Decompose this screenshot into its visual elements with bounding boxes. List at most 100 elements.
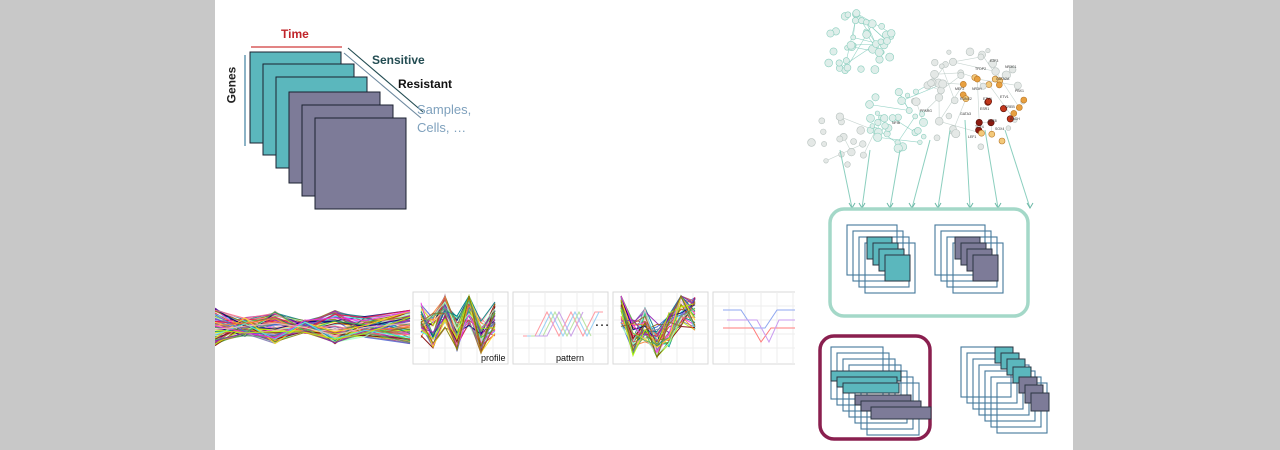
network-edge [952, 56, 981, 63]
gene-network: E2F3 TFDP2 GATA2A NR3C1 RUNX2 PPARG NR3H GATA3 E… [807, 9, 1034, 209]
network-node [996, 81, 1003, 89]
network-node [835, 112, 845, 121]
network-edge [938, 84, 964, 122]
profile-line [620, 295, 696, 343]
network-node [835, 59, 843, 67]
profile-line [215, 310, 411, 345]
network-node [844, 11, 852, 18]
pattern-panel-2 [712, 291, 795, 365]
network-node [985, 81, 993, 88]
network-node [871, 93, 880, 102]
network-node [862, 30, 871, 39]
network-node [946, 49, 952, 55]
pattern-line [535, 310, 584, 338]
network-node [978, 129, 985, 137]
network-node [934, 93, 944, 102]
network-node [847, 148, 856, 157]
network-node [931, 58, 939, 67]
network-node [977, 53, 985, 61]
network-node [894, 88, 903, 97]
network-node [844, 161, 851, 168]
module-block [842, 382, 900, 394]
network-edge [939, 121, 982, 134]
network-node [829, 47, 838, 56]
network-gene-label: PBX1 [1015, 89, 1024, 93]
network-node [826, 29, 835, 38]
network-node [912, 113, 918, 120]
network-gene-label: ETV1 [1000, 95, 1009, 99]
profile-line [420, 307, 496, 350]
network-node [851, 17, 859, 25]
network-labels: E2F3 TFDP2 GATA2A NR3C1 RUNX2 PPARG NR3H GATA3 E… [892, 59, 1024, 139]
network-arrow [937, 129, 951, 209]
network-node [1010, 110, 1018, 117]
network-node [991, 67, 1000, 76]
network-node [912, 88, 919, 95]
network-node [866, 114, 875, 123]
network-node [897, 96, 906, 106]
pattern-line [727, 319, 795, 344]
network-node [852, 9, 861, 18]
network-node [975, 119, 983, 127]
network-edge [846, 20, 856, 61]
network-node [860, 151, 867, 159]
network-node [843, 63, 852, 72]
module-group-box [828, 207, 1030, 318]
network-node [938, 79, 948, 89]
profile-panel-2 [612, 291, 709, 365]
network-node [919, 111, 925, 117]
network-node [920, 133, 927, 140]
network-node [977, 143, 985, 150]
profile-panel [412, 291, 509, 365]
profile-line [420, 294, 496, 340]
profile-line [420, 295, 496, 351]
selected-module-box [818, 334, 932, 441]
network-edge [825, 143, 863, 162]
profile-line [420, 304, 496, 346]
network-gene-label: TFDP2 [975, 67, 986, 71]
network-node [933, 134, 941, 142]
network-node [965, 47, 975, 56]
profile-line [620, 316, 696, 349]
network-edge [934, 72, 961, 75]
network-node [1006, 115, 1014, 123]
network-arrow [1004, 129, 1031, 209]
profile-line [620, 294, 696, 360]
network-node [869, 123, 876, 129]
network-arrow [984, 129, 999, 209]
genes-label: Genes [224, 66, 239, 104]
network-node [1000, 105, 1008, 113]
profile-caption: profile [481, 353, 506, 363]
network-node [887, 29, 896, 38]
network-node [824, 58, 833, 68]
network-edge [952, 61, 996, 72]
network-node [893, 143, 903, 153]
module-block [884, 254, 911, 282]
network-node [979, 82, 987, 90]
pattern-caption: pattern [556, 353, 585, 363]
network-gene-label: GATA2A [996, 77, 1010, 81]
network-node [877, 38, 885, 45]
network-node [874, 119, 882, 127]
profile-line [215, 314, 411, 343]
profile-line [620, 308, 696, 341]
network-node [1016, 104, 1023, 111]
network-node [935, 117, 944, 126]
module-diagram [818, 207, 1050, 441]
network-edge [988, 84, 1016, 121]
network-arrow [839, 149, 853, 209]
profile-line [215, 322, 411, 336]
network-node [873, 132, 883, 142]
network-node [859, 140, 867, 148]
network-node [951, 129, 961, 138]
network-node [917, 139, 923, 145]
network-node [883, 37, 891, 45]
network-node [836, 135, 844, 143]
time-label: Time [281, 27, 309, 41]
network-gene-label: TCF4 [975, 125, 984, 129]
pattern-line [723, 309, 795, 329]
network-node [875, 55, 884, 64]
network-node [888, 114, 897, 122]
network-node [865, 100, 874, 109]
network-node [927, 79, 935, 87]
